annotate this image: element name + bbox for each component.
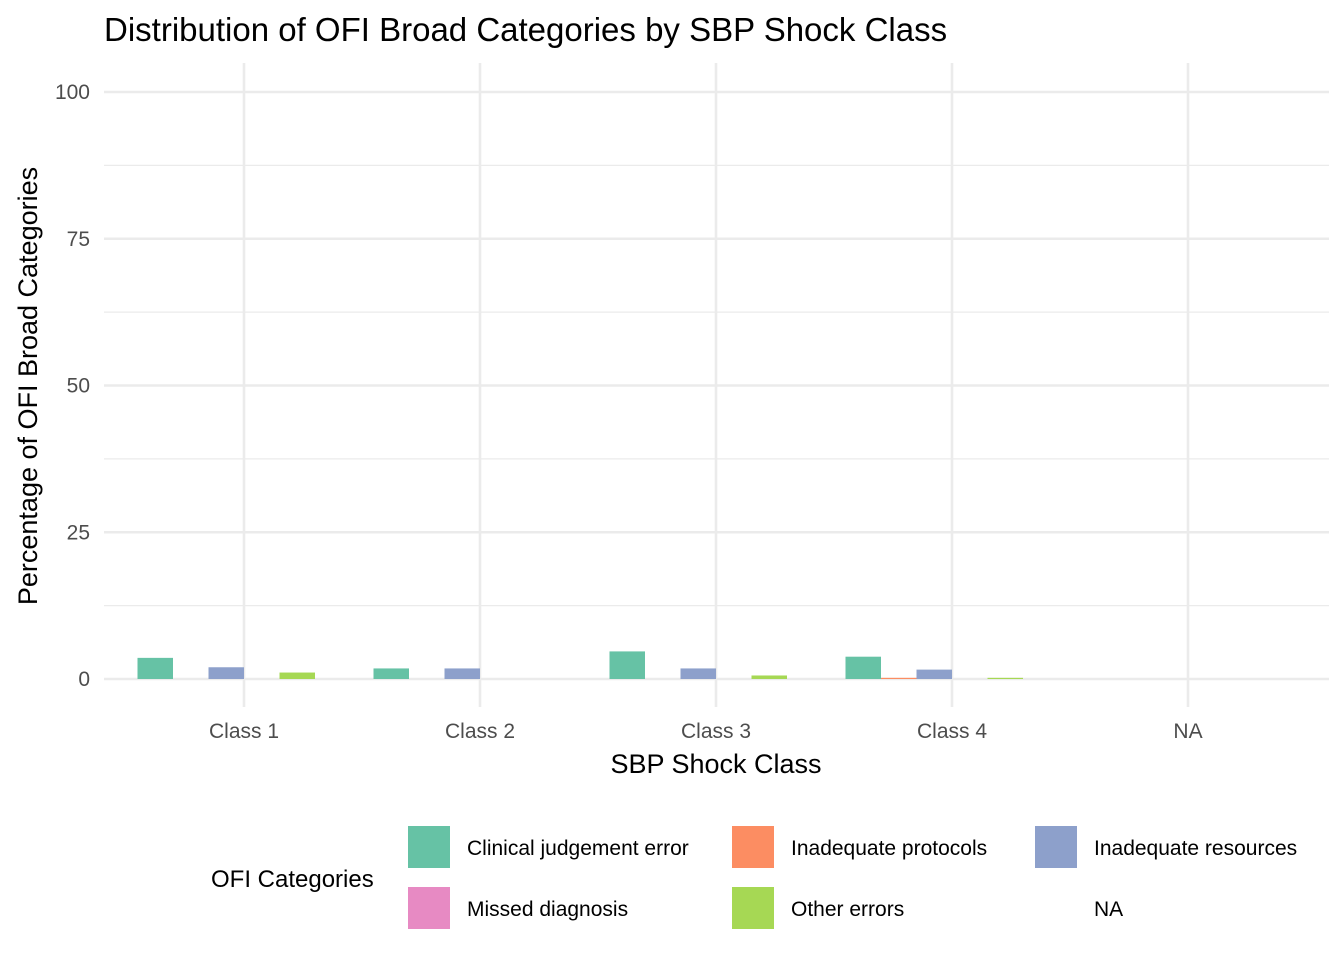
x-tick-label: Class 2 [445, 720, 515, 743]
legend-label: Missed diagnosis [467, 898, 628, 921]
x-axis-title: SBP Shock Class [610, 749, 821, 779]
y-tick-label: 0 [78, 668, 90, 691]
bar [680, 668, 716, 679]
grid [104, 63, 1329, 707]
chart-title: Distribution of OFI Broad Categories by … [104, 11, 947, 48]
bar [751, 675, 787, 679]
bar [881, 677, 917, 679]
legend-title: OFI Categories [211, 866, 374, 893]
x-tick-label: NA [1173, 720, 1202, 743]
y-tick-label: 50 [67, 375, 90, 398]
x-tick-label: Class 4 [917, 720, 987, 743]
legend-key [732, 887, 774, 929]
legend-label: Inadequate protocols [791, 837, 987, 860]
legend: OFI Categories Clinical judgement error I… [211, 826, 1297, 929]
bar [137, 657, 173, 679]
y-tick-label: 100 [55, 81, 90, 104]
legend-key [408, 887, 450, 929]
bar [609, 651, 645, 679]
legend-key [1035, 826, 1077, 868]
legend-label: Clinical judgement error [467, 837, 689, 860]
legend-label: Inadequate resources [1094, 837, 1297, 860]
bar [987, 677, 1023, 679]
bars [137, 651, 1023, 679]
legend-key [732, 826, 774, 868]
y-axis-ticks: 0 25 50 75 100 [55, 81, 90, 691]
bar [373, 668, 409, 679]
y-tick-label: 75 [67, 228, 90, 251]
legend-label: Other errors [791, 898, 904, 921]
x-tick-label: Class 3 [681, 720, 751, 743]
bar [279, 672, 315, 679]
bar [916, 669, 952, 679]
bar [845, 656, 881, 679]
legend-label: NA [1094, 898, 1123, 921]
x-axis-ticks: Class 1 Class 2 Class 3 Class 4 NA [209, 720, 1203, 743]
x-tick-label: Class 1 [209, 720, 279, 743]
bar [444, 668, 480, 679]
y-axis-title: Percentage of OFI Broad Categories [13, 167, 43, 605]
legend-key [408, 826, 450, 868]
y-tick-label: 25 [67, 521, 90, 544]
bar [208, 667, 244, 679]
